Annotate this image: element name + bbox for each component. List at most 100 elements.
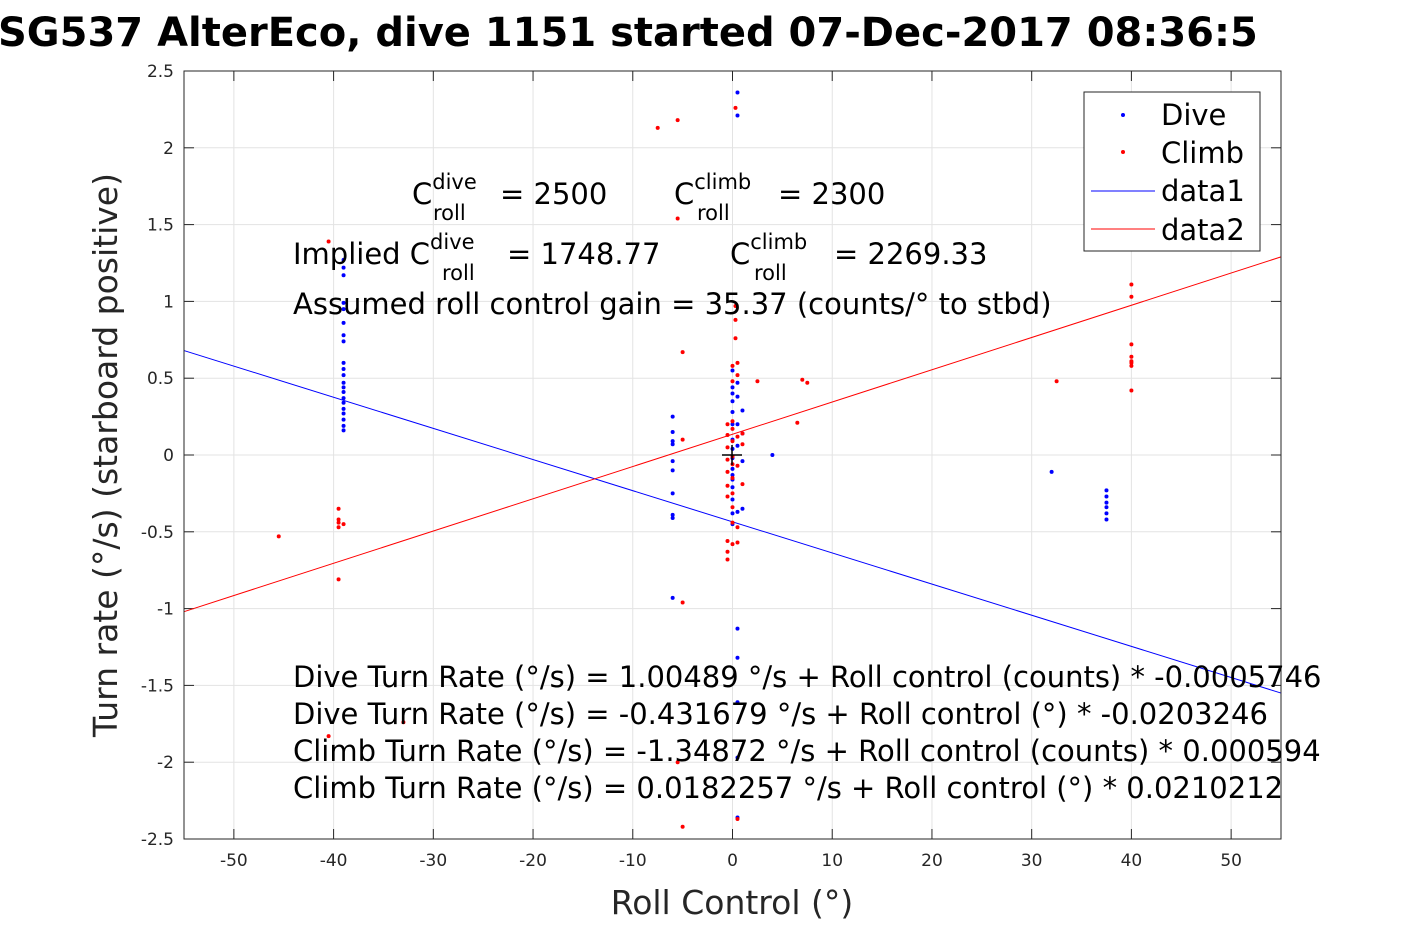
- point-dive: [735, 394, 740, 399]
- point-dive: [341, 417, 346, 422]
- point-climb: [326, 239, 331, 244]
- point-climb: [725, 494, 730, 499]
- point-dive: [670, 512, 675, 517]
- point-dive: [670, 429, 675, 434]
- y-axis-label: Turn rate (°/s) (starboard positive): [86, 173, 125, 738]
- point-climb: [326, 734, 331, 739]
- y-tick-label: -1.5: [141, 676, 174, 696]
- point-climb: [800, 377, 805, 382]
- x-tick-label: 40: [1121, 851, 1143, 871]
- point-climb: [1129, 282, 1134, 287]
- x-tick-label: -40: [320, 851, 348, 871]
- point-climb: [675, 760, 680, 765]
- legend-dive-label: Dive: [1161, 98, 1226, 132]
- point-dive: [730, 497, 735, 502]
- point-climb: [1129, 342, 1134, 347]
- point-climb: [735, 540, 740, 545]
- point-dive: [341, 257, 346, 262]
- point-dive: [341, 390, 346, 395]
- x-tick-label: 10: [821, 851, 843, 871]
- annotation-c-roll-dive: Cdive roll= 2500: [412, 170, 607, 225]
- x-tick-label: -30: [419, 851, 447, 871]
- point-dive: [341, 320, 346, 325]
- y-tick-label: 2: [163, 139, 174, 159]
- point-climb: [680, 600, 685, 605]
- point-dive: [670, 468, 675, 473]
- point-climb: [680, 437, 685, 442]
- point-climb: [730, 363, 735, 368]
- point-dive: [670, 491, 675, 496]
- point-dive: [735, 626, 740, 631]
- annotation-climb-rate-counts: Climb Turn Rate (°/s) = -1.34872 °/s + R…: [293, 734, 1321, 768]
- point-climb: [730, 426, 735, 431]
- x-tick-label: -10: [619, 851, 647, 871]
- point-climb: [735, 463, 740, 468]
- origin-crosshair: [722, 445, 742, 465]
- point-dive: [341, 385, 346, 390]
- point-climb: [725, 483, 730, 488]
- annotation-dive-rate-degrees: Dive Turn Rate (°/s) = -0.431679 °/s + R…: [293, 697, 1268, 731]
- point-dive: [735, 380, 740, 385]
- point-climb: [725, 445, 730, 450]
- point-dive: [730, 391, 735, 396]
- point-climb: [1129, 360, 1134, 365]
- point-dive: [341, 265, 346, 270]
- point-climb: [341, 522, 346, 527]
- point-dive: [735, 443, 740, 448]
- legend-dive-marker: [1121, 113, 1125, 117]
- point-dive: [735, 655, 740, 660]
- point-dive: [740, 459, 745, 464]
- y-tick-label: -2.5: [141, 830, 174, 850]
- point-climb: [675, 118, 680, 123]
- legend-climb-marker: [1121, 150, 1125, 154]
- x-axis-label: Roll Control (°): [611, 883, 854, 922]
- point-dive: [670, 595, 675, 600]
- annotation-c-roll-climb: Cclimb roll= 2300: [674, 170, 885, 225]
- point-climb: [655, 125, 660, 130]
- point-dive: [341, 380, 346, 385]
- legend-box: [1083, 91, 1261, 252]
- annotation-implied-c-roll-climb: Cclimb roll= 2269.33: [730, 230, 987, 285]
- point-dive: [670, 414, 675, 419]
- y-tick-label: -0.5: [141, 523, 174, 543]
- point-climb: [755, 379, 760, 384]
- point-dive: [341, 300, 346, 305]
- point-climb: [805, 380, 810, 385]
- point-dive: [770, 453, 775, 457]
- tick-labels: -50 -40 -30 -20 -10 0 10 20 30 40 50 2.5 2 1.5 1 0.5 0 -0…: [141, 62, 1242, 871]
- point-dive: [341, 428, 346, 433]
- point-climb: [733, 317, 738, 322]
- y-tick-label: 0.5: [147, 369, 174, 389]
- point-climb: [1129, 294, 1134, 299]
- y-tick-label: 0: [163, 446, 174, 466]
- point-climb: [733, 105, 738, 110]
- point-dive: [730, 472, 735, 477]
- point-dive: [341, 406, 346, 411]
- point-dive: [341, 333, 346, 338]
- point-climb: [740, 482, 745, 487]
- point-dive: [341, 360, 346, 365]
- legend-data1-label: data1: [1161, 174, 1245, 208]
- point-climb: [401, 720, 406, 725]
- point-dive: [341, 400, 346, 405]
- point-dive: [670, 459, 675, 464]
- point-climb: [675, 216, 680, 221]
- point-dive: [735, 90, 740, 95]
- legend-data2-label: data2: [1161, 213, 1245, 247]
- y-tick-label: 1: [163, 292, 174, 312]
- point-dive: [730, 485, 735, 490]
- point-climb: [336, 525, 341, 530]
- point-dive: [735, 422, 740, 427]
- y-tick-label: 1.5: [147, 216, 174, 236]
- point-climb: [740, 431, 745, 436]
- point-climb: [1054, 379, 1059, 384]
- point-climb: [336, 517, 341, 522]
- point-dive: [735, 113, 740, 118]
- point-dive: [1104, 500, 1109, 505]
- point-climb: [730, 439, 735, 444]
- fit-line-data2: [183, 256, 1282, 613]
- point-climb: [735, 360, 740, 365]
